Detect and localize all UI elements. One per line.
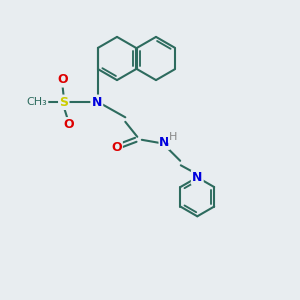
Text: N: N <box>92 96 102 109</box>
Text: CH₃: CH₃ <box>26 97 47 107</box>
Text: S: S <box>59 96 68 109</box>
Text: N: N <box>159 136 169 149</box>
Text: O: O <box>111 141 122 154</box>
Text: O: O <box>57 73 68 86</box>
Text: N: N <box>192 171 202 184</box>
Text: O: O <box>63 118 74 131</box>
Text: H: H <box>169 132 177 142</box>
